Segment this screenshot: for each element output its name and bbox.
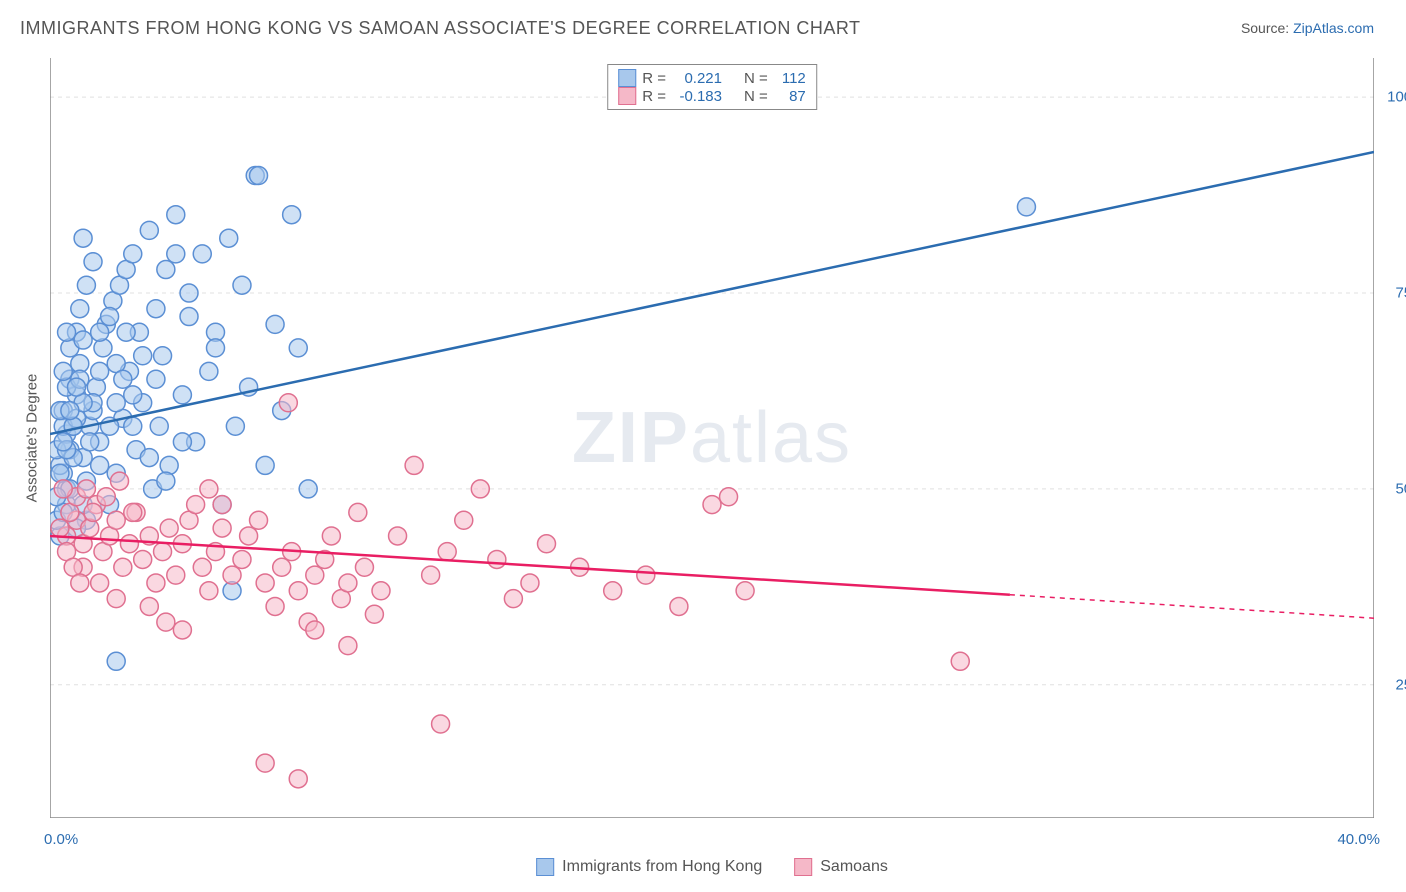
n-label: N = <box>744 88 768 105</box>
source-prefix: Source: <box>1241 20 1293 36</box>
legend-item-2: Samoans <box>794 858 888 876</box>
series-legend: Immigrants from Hong Kong Samoans <box>536 858 888 876</box>
source-link[interactable]: ZipAtlas.com <box>1293 20 1374 36</box>
x-tick-0: 0.0% <box>44 831 78 848</box>
y-tick-100: 100.0% <box>1387 89 1406 106</box>
n-value-2: 87 <box>774 88 806 105</box>
legend-item-1: Immigrants from Hong Kong <box>536 858 762 876</box>
legend-swatch-blue <box>536 858 554 876</box>
r-value-1: 0.221 <box>672 70 722 87</box>
legend-row-2: R = -0.183 N = 87 <box>618 87 806 105</box>
y-tick-25: 25.0% <box>1395 676 1406 693</box>
n-value-1: 112 <box>774 70 806 87</box>
y-tick-50: 50.0% <box>1395 480 1406 497</box>
legend-label-1: Immigrants from Hong Kong <box>562 858 762 876</box>
y-tick-75: 75.0% <box>1395 285 1406 302</box>
legend-label-2: Samoans <box>820 858 888 876</box>
legend-row-1: R = 0.221 N = 112 <box>618 69 806 87</box>
scatter-plot <box>50 58 1374 818</box>
n-label: N = <box>744 70 768 87</box>
legend-swatch-blue <box>618 69 636 87</box>
y-axis-label: Associate's Degree <box>24 374 41 503</box>
correlation-legend: R = 0.221 N = 112 R = -0.183 N = 87 <box>607 64 817 110</box>
r-label: R = <box>642 70 666 87</box>
legend-swatch-pink <box>618 87 636 105</box>
r-label: R = <box>642 88 666 105</box>
chart-container: Associate's Degree ZIPatlas R = 0.221 N … <box>50 58 1374 818</box>
r-value-2: -0.183 <box>672 88 722 105</box>
x-tick-40: 40.0% <box>1337 831 1380 848</box>
source-attribution: Source: ZipAtlas.com <box>1241 20 1374 36</box>
legend-swatch-pink <box>794 858 812 876</box>
chart-title: IMMIGRANTS FROM HONG KONG VS SAMOAN ASSO… <box>20 18 861 39</box>
